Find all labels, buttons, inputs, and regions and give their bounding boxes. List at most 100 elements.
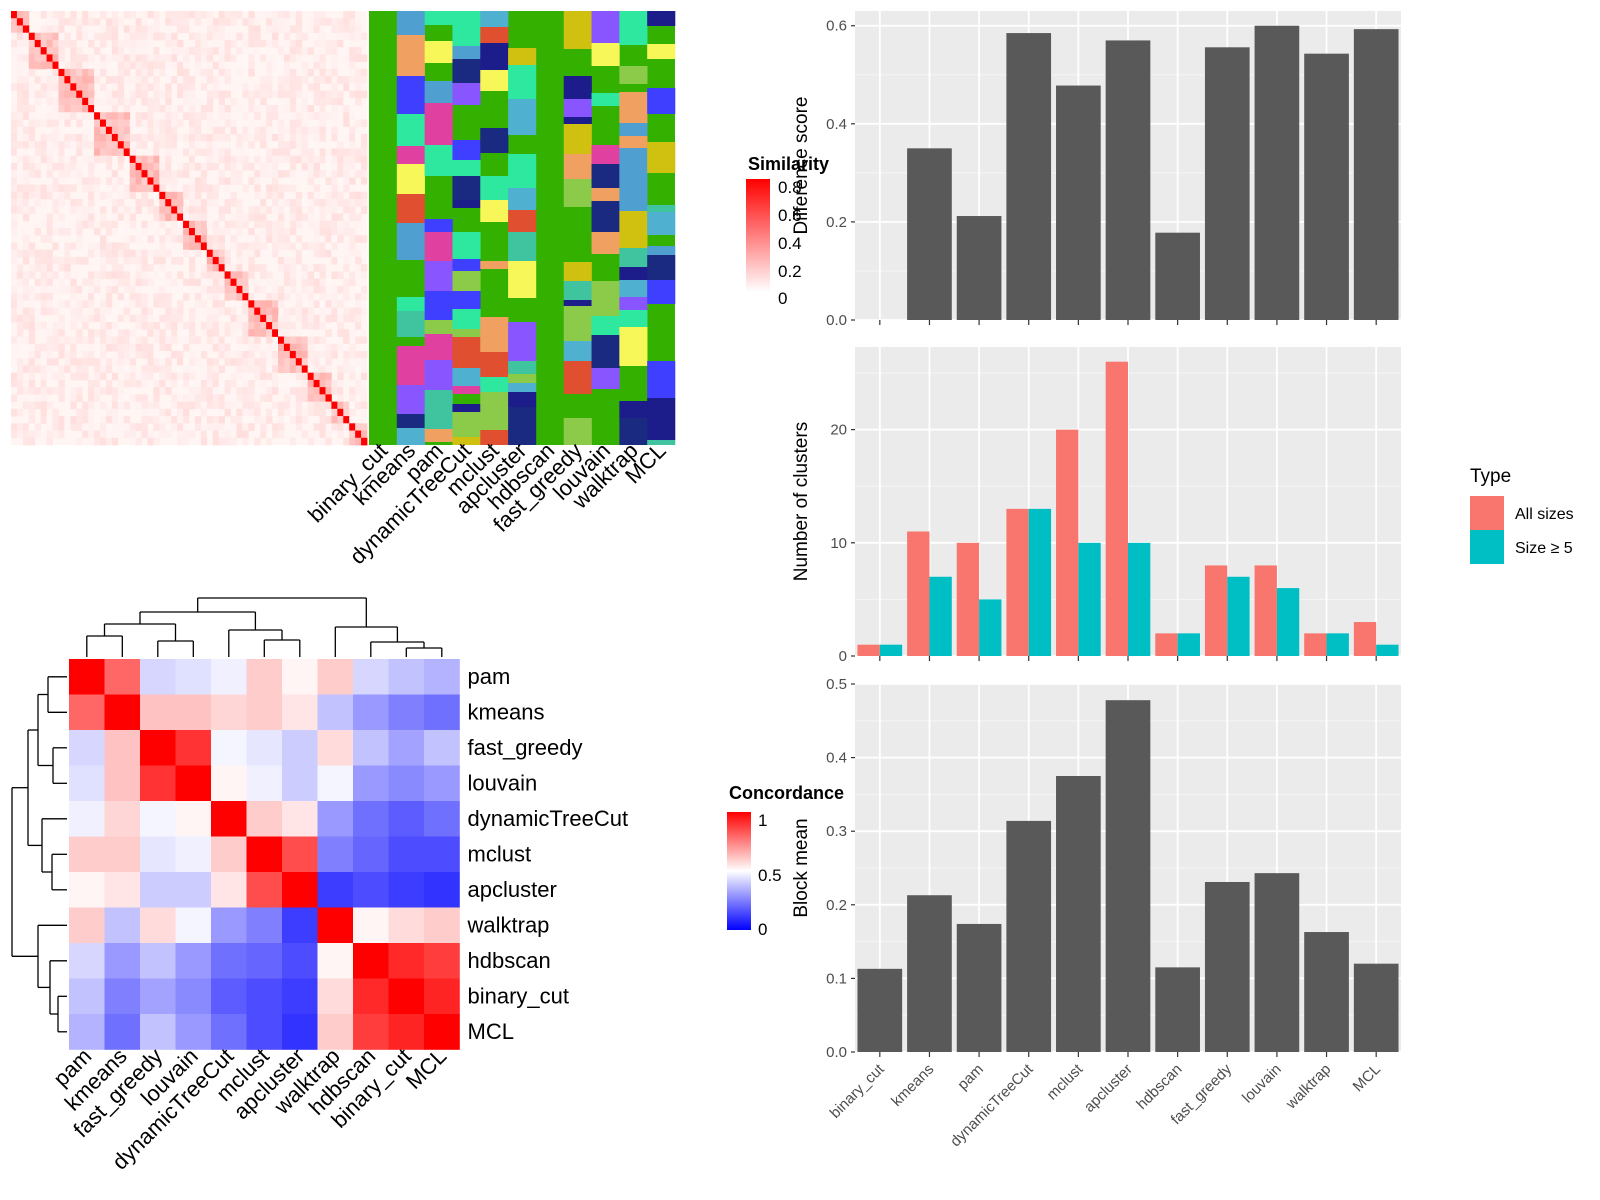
similarity-cell	[153, 300, 160, 308]
similarity-cell	[70, 191, 77, 200]
cluster-band-segment	[424, 334, 453, 360]
similarity-cell	[88, 162, 95, 171]
similarity-column-labels: binary_cutkmeanspamdynamicTreeCutmclusta…	[303, 438, 671, 569]
similarity-cell	[283, 11, 291, 19]
similarity-cell	[34, 170, 42, 178]
concordance-cell	[246, 872, 283, 908]
similarity-cell	[105, 336, 113, 345]
similarity-cell	[224, 278, 231, 287]
similarity-cell	[28, 54, 36, 63]
similarity-cell	[194, 177, 202, 185]
similarity-cell	[242, 162, 249, 171]
similarity-cell	[200, 401, 208, 410]
similarity-cell	[82, 322, 89, 330]
similarity-cell	[22, 83, 30, 91]
cluster-band-segment	[591, 201, 620, 232]
similarity-cell	[135, 76, 142, 84]
similarity-cell	[70, 365, 77, 374]
similarity-cell	[147, 133, 154, 142]
similarity-cell	[88, 199, 95, 207]
similarity-cell	[153, 141, 160, 149]
similarity-cell	[224, 350, 231, 359]
cluster-band-segment	[591, 368, 620, 389]
x-tick-label: kmeans	[888, 1061, 937, 1110]
similarity-cell	[111, 285, 119, 294]
similarity-cell	[183, 423, 190, 431]
bar	[1056, 776, 1101, 1052]
similarity-cell	[52, 141, 59, 149]
similarity-cell	[212, 365, 220, 374]
similarity-cell	[129, 177, 136, 185]
similarity-cell	[46, 437, 53, 446]
similarity-cell	[337, 191, 344, 200]
similarity-cell	[331, 177, 338, 185]
similarity-cell	[147, 39, 154, 48]
similarity-cell	[46, 32, 53, 41]
similarity-cell	[260, 264, 267, 272]
similarity-cell	[331, 112, 338, 120]
similarity-cell	[236, 11, 243, 19]
similarity-cell	[28, 199, 36, 207]
similarity-cell	[236, 379, 243, 388]
similarity-cell	[301, 379, 309, 388]
similarity-cell	[70, 170, 77, 178]
similarity-cell	[117, 90, 125, 99]
concordance-cell	[246, 730, 283, 766]
similarity-cell	[76, 235, 83, 243]
cluster-band-segment	[424, 360, 453, 390]
similarity-cell	[319, 372, 326, 381]
similarity-cell	[46, 18, 53, 26]
similarity-cell	[236, 271, 243, 280]
similarity-cell	[301, 430, 309, 439]
similarity-cell	[343, 177, 350, 185]
cluster-band-segment	[480, 43, 509, 70]
similarity-cell	[177, 47, 184, 55]
similarity-cell	[105, 18, 113, 26]
similarity-cell	[117, 401, 125, 410]
similarity-cell	[260, 365, 267, 374]
similarity-cell	[313, 112, 320, 120]
similarity-cell	[224, 256, 231, 265]
similarity-cell	[153, 133, 160, 142]
similarity-cell	[194, 199, 202, 207]
similarity-cell	[141, 90, 148, 99]
similarity-cell	[236, 336, 243, 345]
concordance-cell	[282, 1014, 318, 1050]
similarity-cell	[313, 83, 320, 91]
similarity-cell	[189, 191, 196, 200]
similarity-cell	[212, 336, 220, 345]
similarity-cell	[76, 220, 83, 229]
similarity-cell	[343, 387, 350, 395]
similarity-cell	[313, 220, 320, 229]
similarity-cell	[295, 206, 303, 214]
similarity-cell	[194, 191, 202, 200]
similarity-cell	[58, 343, 65, 352]
similarity-cell	[307, 401, 314, 410]
bar-all-sizes	[1254, 565, 1277, 656]
similarity-cell	[123, 105, 131, 113]
similarity-cell	[319, 170, 326, 178]
concordance-cell	[69, 659, 105, 695]
similarity-cell	[16, 437, 24, 446]
similarity-cell	[295, 191, 303, 200]
similarity-cell	[117, 343, 125, 352]
similarity-cell	[206, 76, 214, 84]
concordance-cell	[388, 659, 425, 695]
similarity-cell	[76, 54, 83, 63]
similarity-cell	[266, 61, 273, 70]
similarity-cell	[147, 97, 154, 106]
similarity-cell	[22, 61, 30, 70]
similarity-cell	[40, 278, 47, 287]
similarity-cell	[313, 242, 320, 251]
similarity-cell	[183, 430, 190, 439]
similarity-cell	[301, 47, 309, 55]
similarity-cell	[278, 228, 285, 236]
similarity-cell	[165, 408, 172, 417]
similarity-cell	[266, 90, 273, 99]
similarity-cell	[28, 423, 36, 431]
similarity-cell	[16, 372, 24, 381]
similarity-cell	[325, 220, 332, 229]
similarity-cell	[165, 18, 172, 26]
similarity-cell	[100, 119, 107, 128]
similarity-cell	[70, 300, 77, 308]
